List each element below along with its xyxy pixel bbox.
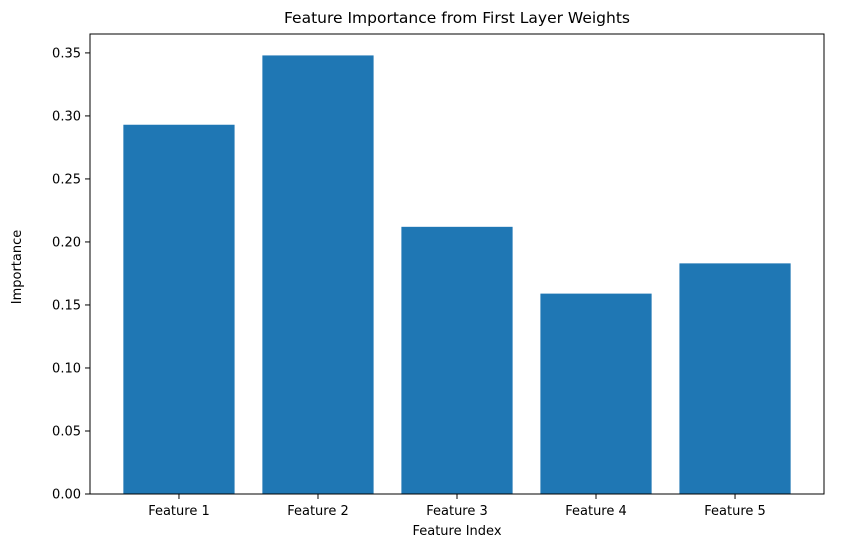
x-axis-label: Feature Index [412,524,501,539]
bar-2 [262,55,374,495]
y-axis-label: Importance [10,230,25,305]
bar-1 [123,124,235,495]
x-tick-label: Feature 1 [148,504,210,519]
y-tick-label: 0.00 [52,488,81,503]
bars-layer [123,55,791,495]
bar-4 [540,293,652,494]
bar-5 [679,263,791,494]
x-axis: Feature 1 Feature 2 Feature 3 Feature 4 Feat… [148,494,766,519]
x-tick-label: Feature 5 [704,504,766,519]
x-tick-label: Feature 3 [426,504,488,519]
y-tick-label: 0.10 [52,361,81,376]
y-tick-label: 0.20 [52,235,81,250]
bar-3 [401,226,513,495]
x-tick-label: Feature 2 [287,504,349,519]
y-tick-label: 0.25 [52,172,81,187]
x-tick-label: Feature 4 [565,504,627,519]
y-tick-label: 0.05 [52,424,81,439]
y-axis: 0.00 0.05 0.10 0.15 0.20 0.25 0.30 0.35 [52,46,90,503]
y-tick-label: 0.15 [52,298,81,313]
y-tick-label: 0.30 [52,109,81,124]
chart-title: Feature Importance from First Layer Weig… [284,9,630,27]
y-tick-label: 0.35 [52,46,81,61]
plot-frame [89,33,825,495]
